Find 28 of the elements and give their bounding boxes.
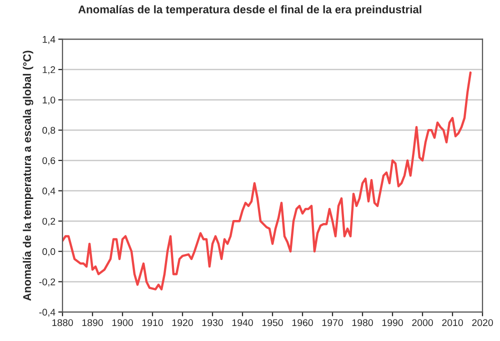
y-tick-label: -0,4 <box>39 308 56 317</box>
line-series <box>62 71 472 290</box>
x-tick-label: 1940 <box>232 319 253 326</box>
x-tick-label: 1920 <box>172 319 193 326</box>
x-tick-label: 1890 <box>82 319 103 326</box>
x-tick-label: 1990 <box>382 319 403 326</box>
x-tick-label: 2020 <box>472 319 493 326</box>
x-tick-label: 1910 <box>142 319 163 326</box>
x-tick-label: 1950 <box>262 319 283 326</box>
y-tick-label: 1,0 <box>42 96 56 105</box>
y-tick-label: 0,0 <box>42 248 56 256</box>
y-tick-label: 1,4 <box>42 36 56 44</box>
x-tick-label: 1930 <box>202 319 223 326</box>
y-tick-label: 0,4 <box>42 188 56 196</box>
y-tick-label: 1,2 <box>42 66 56 74</box>
x-tick-label: 2010 <box>442 319 463 326</box>
x-tick-label: 1900 <box>112 319 133 326</box>
y-tick-label: 0,2 <box>42 218 56 226</box>
y-tick-label: 0,6 <box>42 157 56 166</box>
x-tick-label: 1960 <box>292 319 313 326</box>
chart-title: Anomalías de la temperatura desde el final de la era preindustrial <box>78 5 422 16</box>
x-tick-label: 2000 <box>412 319 433 326</box>
x-tick-label: 1970 <box>322 319 343 326</box>
x-tick-label: 1980 <box>352 319 373 326</box>
y-tick-label: 0,8 <box>42 126 56 135</box>
x-tick-label: 1880 <box>52 319 73 326</box>
y-axis-title: Anomalía de la temperatura a escala global (°C) <box>22 50 34 301</box>
y-tick-label: -0,2 <box>39 278 56 286</box>
